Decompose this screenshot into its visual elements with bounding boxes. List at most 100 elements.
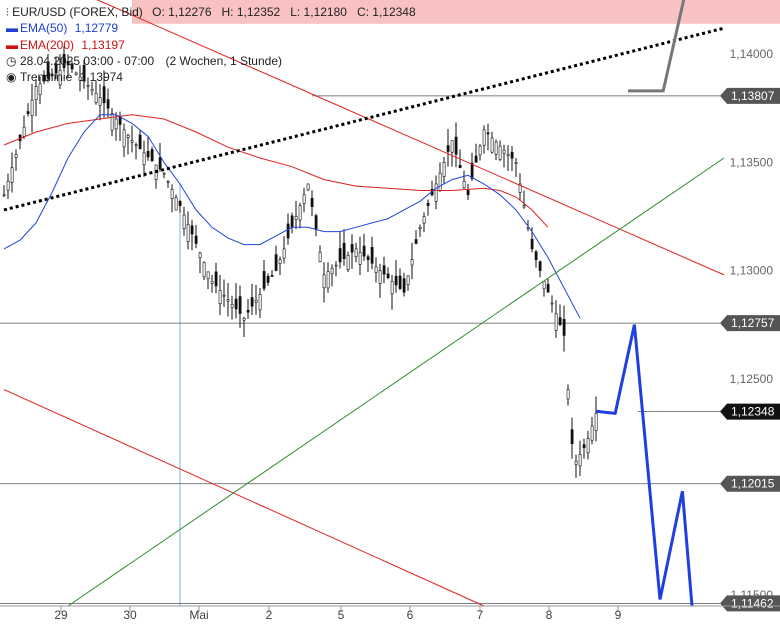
candle-body: [306, 183, 310, 191]
candle-body: [178, 201, 182, 206]
candle-body: [242, 317, 246, 321]
candle-body: [270, 275, 274, 277]
ema200-swatch-icon: ▬: [6, 38, 18, 52]
candle-body: [146, 151, 150, 158]
candle-body: [162, 172, 166, 175]
candle-body: [518, 183, 522, 193]
candle-body: [182, 214, 186, 229]
candle-body: [514, 162, 518, 164]
candle-body: [70, 63, 74, 70]
candle-body: [266, 276, 270, 283]
candle-body: [186, 224, 190, 242]
price-box-label-3: 1,12015: [731, 477, 775, 491]
candle-body: [374, 266, 378, 273]
candle-body: [38, 83, 42, 95]
legend-trend-value: 1,13974: [79, 70, 123, 84]
legend-ema50-label: EMA(50): [20, 21, 68, 35]
ema50-swatch-icon: ▬: [6, 21, 18, 35]
candle-body: [250, 297, 254, 307]
candle-body: [458, 165, 462, 169]
candle-body: [126, 134, 130, 138]
candle-body: [450, 140, 454, 153]
red-trendline-upper: [96, 0, 725, 276]
candle-body: [498, 145, 502, 160]
price-box-4: 1,11462: [720, 595, 780, 612]
price-box-label-1: 1,12757: [731, 316, 775, 330]
candle-body: [22, 126, 26, 137]
x-tick-label-2: Mai: [189, 608, 208, 622]
candle-body: [390, 281, 394, 295]
candle-body: [214, 271, 218, 287]
candle-body: [366, 256, 370, 261]
legend-symbol-row: ⫶ EUR/USD (FOREX, Bid) O: 1,12276 H: 1,1…: [6, 4, 416, 21]
candle-body: [394, 275, 398, 286]
candle-body: [546, 284, 550, 293]
candle-body: [338, 248, 342, 263]
candle-body: [226, 299, 230, 302]
legend-period: 28.04.2025 03:00 - 07:00: [20, 54, 155, 68]
candle-body: [114, 118, 118, 130]
candle-body: [478, 145, 482, 156]
candle-body: [314, 215, 318, 230]
candle-body: [570, 429, 574, 444]
candle-body: [78, 76, 82, 81]
candle-body: [434, 183, 438, 202]
candle-body: [370, 247, 374, 264]
candle-body: [342, 242, 346, 259]
y-tick-label-3: 1,12500: [730, 372, 774, 386]
candle-body: [122, 129, 126, 148]
legend-trend-row: ◉ Trendlinie 1,13974: [6, 69, 123, 85]
candle-body: [590, 425, 594, 441]
candle-body: [134, 144, 138, 147]
x-tick-label-0: 29: [54, 608, 68, 622]
y-tick-label-1: 1,13500: [730, 155, 774, 169]
dotted-trendline: [3, 26, 725, 212]
candle-body: [426, 202, 430, 206]
price-box-0: 1,13807: [720, 87, 780, 104]
price-boxes: 1,13807 1,12757 1,12348 1,12015 1,11462: [720, 87, 780, 612]
candle-body: [210, 281, 214, 284]
candle-body: [538, 261, 542, 271]
horizontal-levels: [0, 95, 720, 604]
candle-body: [110, 113, 114, 131]
ema200-line: [3, 114, 549, 228]
candle-body: [290, 215, 294, 228]
candle-body: [486, 132, 490, 135]
candle-body: [194, 235, 198, 244]
candle-body: [94, 93, 98, 103]
candle-body: [582, 444, 586, 449]
candle-body: [522, 205, 526, 208]
green-trendline: [67, 157, 725, 607]
candle-body: [398, 275, 402, 289]
candle-body: [506, 153, 510, 156]
x-tick-label-7: 8: [546, 608, 553, 622]
candle-body: [466, 189, 470, 196]
x-tick-label-8: 9: [615, 608, 622, 622]
candle-body: [578, 454, 582, 467]
candle-body: [190, 225, 194, 235]
candle-body: [98, 97, 102, 106]
legend-interval: (2 Wochen, 1 Stunde): [165, 54, 282, 68]
candle-body: [282, 248, 286, 259]
candle-body: [222, 294, 226, 297]
candle-body: [66, 61, 70, 66]
candle-body: [550, 302, 554, 305]
candle-body: [490, 137, 494, 153]
candle-body: [386, 273, 390, 279]
candle-body: [54, 63, 58, 74]
candle-body: [402, 278, 406, 293]
x-tick-label-5: 6: [407, 608, 414, 622]
x-tick-label-3: 2: [266, 608, 273, 622]
candle-body: [142, 152, 146, 166]
candle-body: [510, 152, 514, 159]
legend-ema50-row: ▬ EMA(50) 1,12779: [6, 20, 118, 36]
candle-body: [246, 309, 250, 313]
candle-body: [102, 86, 106, 104]
candle-body: [294, 216, 298, 220]
bars-icon: ⫶: [6, 7, 9, 19]
candle-body: [474, 155, 478, 163]
candle-body: [106, 99, 110, 109]
legend-ema200-row: ▬ EMA(200) 1,13197: [6, 37, 125, 53]
candle-body: [58, 70, 62, 86]
